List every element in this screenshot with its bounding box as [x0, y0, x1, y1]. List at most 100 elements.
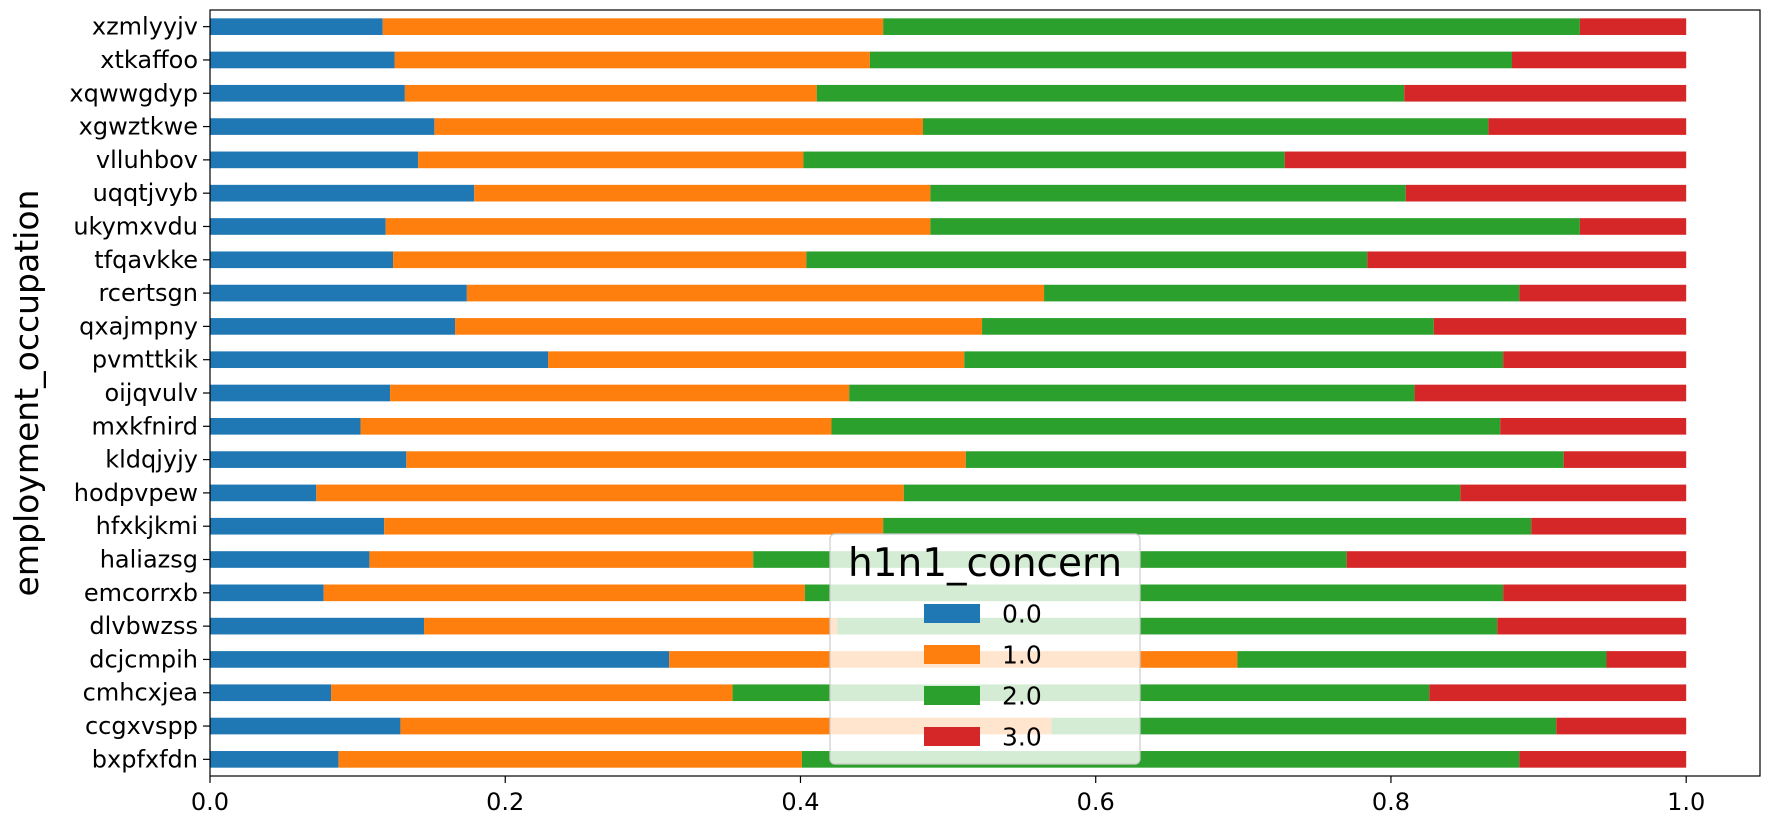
bar-dlvbwzss-series-0 — [210, 617, 425, 635]
bar-mxkfnird-series-1 — [360, 417, 832, 435]
bar-xgwztkwe-series-2 — [923, 118, 1489, 135]
x-tick-label: 0.2 — [486, 788, 524, 816]
bar-dcjcmpih-series-0 — [210, 651, 670, 668]
bar-vlluhbov-series-2 — [803, 151, 1285, 169]
bar-rcertsgn-series-1 — [466, 284, 1045, 302]
bar-xzmlyyjv-series-1 — [382, 18, 884, 35]
bar-xtkaffoo-series-3 — [1512, 51, 1687, 69]
y-tick-label: rcertsgn — [98, 279, 198, 307]
bar-uqqtjvyb-series-3 — [1405, 184, 1687, 202]
legend-swatch-0 — [924, 604, 980, 623]
bar-oijqvulv-series-3 — [1414, 384, 1687, 402]
bar-vlluhbov-series-0 — [210, 151, 419, 169]
bar-xgwztkwe-series-1 — [434, 118, 923, 135]
bar-hfxkjkmi-series-3 — [1531, 517, 1687, 535]
bar-qxajmpny-series-0 — [210, 318, 456, 335]
bar-pvmttkik-series-3 — [1503, 351, 1687, 369]
y-tick-label: tfqavkke — [94, 246, 198, 274]
bar-emcorrxb-series-0 — [210, 584, 324, 602]
bar-rcertsgn-series-3 — [1519, 284, 1687, 302]
legend-swatch-1 — [924, 645, 980, 664]
bar-dcjcmpih-series-2 — [1237, 651, 1607, 668]
y-tick-label: xgwztkwe — [79, 113, 198, 141]
bar-ccgxvspp-series-3 — [1556, 717, 1687, 735]
y-tick-label: pvmttkik — [92, 346, 198, 374]
bar-qxajmpny-series-3 — [1433, 318, 1687, 335]
x-tick-label: 0.4 — [781, 788, 819, 816]
bar-hodpvpew-series-3 — [1460, 484, 1687, 502]
bar-oijqvulv-series-2 — [849, 384, 1415, 402]
legend-title: h1n1_concern — [848, 541, 1122, 586]
bar-xzmlyyjv-series-3 — [1579, 18, 1687, 35]
bar-kldqjyjy-series-2 — [965, 451, 1564, 468]
bar-cmhcxjea-series-3 — [1429, 684, 1687, 702]
bar-xgwztkwe-series-3 — [1488, 118, 1687, 135]
bar-rcertsgn-series-0 — [210, 284, 467, 302]
x-tick-label: 0.6 — [1077, 788, 1115, 816]
bar-xqwwgdyp-series-1 — [404, 84, 817, 102]
bar-emcorrxb-series-1 — [323, 584, 805, 602]
bar-haliazsg-series-0 — [210, 551, 370, 568]
bar-pvmttkik-series-1 — [548, 351, 965, 369]
bar-xqwwgdyp-series-0 — [210, 84, 405, 102]
bar-hodpvpew-series-1 — [316, 484, 904, 502]
legend-swatch-2 — [924, 686, 980, 705]
y-tick-label: emcorrxb — [84, 579, 198, 607]
bar-hfxkjkmi-series-1 — [384, 517, 884, 535]
bar-mxkfnird-series-3 — [1500, 417, 1687, 435]
bar-hodpvpew-series-0 — [210, 484, 317, 502]
bar-dlvbwzss-series-3 — [1497, 617, 1687, 635]
bar-dlvbwzss-series-1 — [424, 617, 838, 635]
bar-bxpfxfdn-series-3 — [1519, 751, 1687, 768]
y-tick-label: ccgxvspp — [85, 712, 198, 740]
bar-tfqavkke-series-0 — [210, 251, 394, 269]
bar-haliazsg-series-1 — [369, 551, 754, 568]
bar-xqwwgdyp-series-2 — [816, 84, 1405, 102]
legend-label-2: 2.0 — [1002, 682, 1042, 711]
legend-label-0: 0.0 — [1002, 600, 1042, 629]
bar-haliazsg-series-3 — [1346, 551, 1687, 568]
bar-bxpfxfdn-series-0 — [210, 751, 339, 768]
y-tick-label: oijqvulv — [104, 379, 198, 407]
y-tick-label: haliazsg — [100, 546, 198, 574]
y-tick-label: dcjcmpih — [89, 645, 198, 673]
bar-ccgxvspp-series-2 — [1051, 717, 1557, 735]
y-axis-label: employment_occupation — [7, 190, 46, 597]
bar-ukymxvdu-series-1 — [385, 218, 931, 235]
bar-ccgxvspp-series-0 — [210, 717, 401, 735]
y-tick-label: ukymxvdu — [73, 212, 198, 240]
bar-xtkaffoo-series-2 — [869, 51, 1512, 69]
legend: h1n1_concern 0.0 1.0 2.0 3.0 — [829, 533, 1141, 765]
bar-dcjcmpih-series-3 — [1606, 651, 1687, 668]
bar-mxkfnird-series-0 — [210, 417, 361, 435]
bar-ukymxvdu-series-2 — [930, 218, 1580, 235]
bar-ukymxvdu-series-0 — [210, 218, 386, 235]
bar-pvmttkik-series-2 — [964, 351, 1504, 369]
legend-box — [829, 533, 1141, 765]
bar-vlluhbov-series-3 — [1284, 151, 1687, 169]
y-tick-label: hfxkjkmi — [96, 512, 198, 540]
bar-cmhcxjea-series-1 — [331, 684, 733, 702]
y-tick-label: cmhcxjea — [83, 679, 198, 707]
legend-swatch-3 — [924, 727, 980, 746]
bar-xzmlyyjv-series-0 — [210, 18, 383, 35]
bar-xqwwgdyp-series-3 — [1404, 84, 1687, 102]
y-tick-label: qxajmpny — [79, 312, 198, 340]
bar-oijqvulv-series-0 — [210, 384, 391, 402]
x-tick-label: 0.8 — [1372, 788, 1410, 816]
bar-hodpvpew-series-2 — [903, 484, 1461, 502]
bar-hfxkjkmi-series-2 — [883, 517, 1532, 535]
bar-xgwztkwe-series-0 — [210, 118, 435, 135]
legend-items: 0.0 1.0 2.0 3.0 — [924, 600, 1042, 752]
bar-qxajmpny-series-2 — [982, 318, 1434, 335]
bar-uqqtjvyb-series-0 — [210, 184, 475, 202]
bar-vlluhbov-series-1 — [418, 151, 804, 169]
bar-hfxkjkmi-series-0 — [210, 517, 385, 535]
bar-kldqjyjy-series-1 — [406, 451, 966, 468]
y-tick-label: vlluhbov — [96, 146, 198, 174]
bar-xtkaffoo-series-1 — [394, 51, 870, 69]
y-tick-label: kldqjyjy — [105, 446, 198, 474]
y-tick-label: mxkfnird — [92, 412, 199, 440]
x-tick-layer: 0.0 0.2 0.4 0.6 0.8 1.0 — [191, 776, 1705, 816]
bar-xtkaffoo-series-0 — [210, 51, 395, 69]
